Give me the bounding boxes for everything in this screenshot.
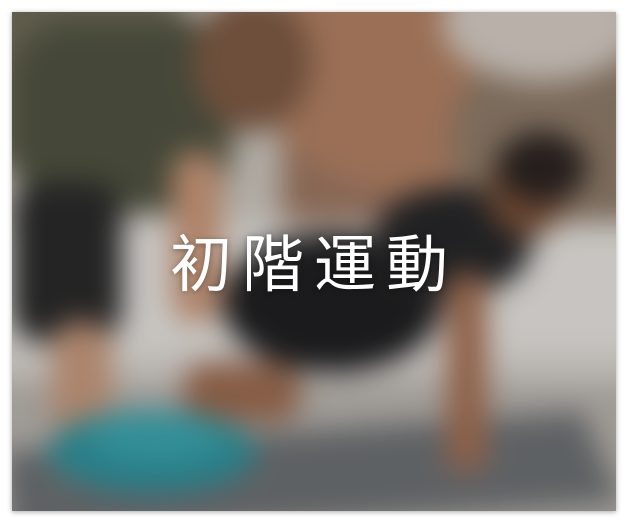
card-title: 初階運動: [169, 228, 458, 301]
category-card-beginner-exercise[interactable]: 初階運動: [12, 12, 616, 511]
card-background-photo: [12, 12, 616, 511]
image-overlay: [12, 12, 616, 511]
